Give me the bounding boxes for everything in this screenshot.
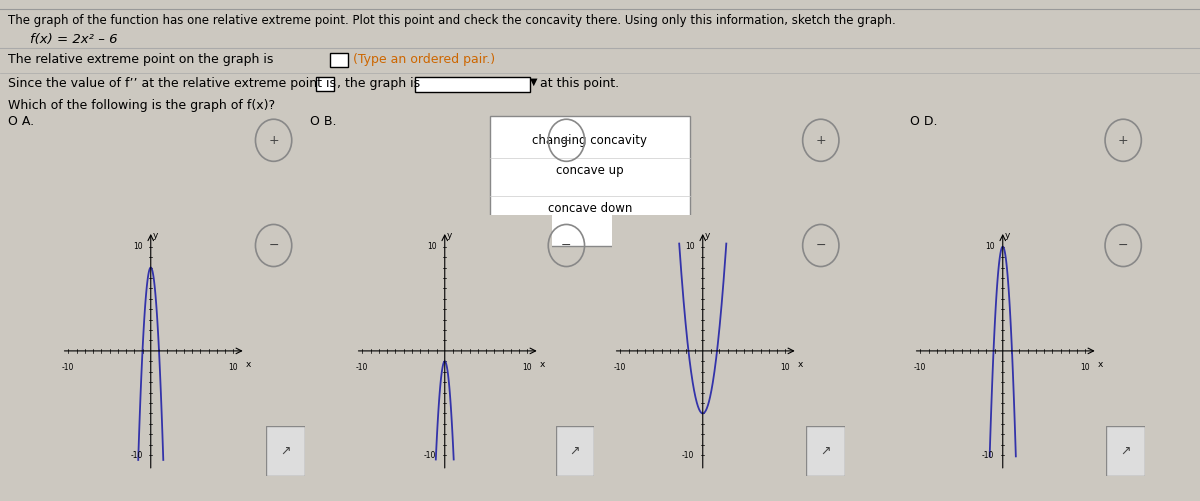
Text: 10: 10 bbox=[985, 242, 995, 251]
FancyBboxPatch shape bbox=[266, 426, 305, 476]
Text: Which of the following is the graph of f(x)?: Which of the following is the graph of f… bbox=[8, 99, 275, 112]
Text: +: + bbox=[269, 134, 278, 147]
Text: y: y bbox=[1006, 231, 1010, 240]
FancyBboxPatch shape bbox=[415, 77, 530, 92]
Text: -10: -10 bbox=[682, 450, 695, 459]
Text: The relative extreme point on the graph is: The relative extreme point on the graph … bbox=[8, 53, 274, 66]
Text: O D.: O D. bbox=[910, 115, 937, 128]
Text: -10: -10 bbox=[62, 363, 74, 372]
Text: -10: -10 bbox=[424, 450, 437, 459]
Text: ↗: ↗ bbox=[281, 444, 290, 457]
Text: -10: -10 bbox=[130, 450, 143, 459]
Text: 10: 10 bbox=[427, 242, 437, 251]
FancyBboxPatch shape bbox=[330, 53, 348, 67]
Text: −: − bbox=[1118, 239, 1128, 252]
Text: O B.: O B. bbox=[310, 115, 336, 128]
Text: +: + bbox=[562, 134, 571, 147]
Text: -10: -10 bbox=[614, 363, 626, 372]
Text: y: y bbox=[154, 231, 158, 240]
FancyBboxPatch shape bbox=[806, 426, 845, 476]
Text: x: x bbox=[798, 360, 803, 369]
Text: x: x bbox=[540, 360, 545, 369]
Text: ▼: ▼ bbox=[530, 77, 538, 87]
FancyBboxPatch shape bbox=[1106, 426, 1145, 476]
Text: ↗: ↗ bbox=[570, 444, 580, 457]
Text: −: − bbox=[816, 239, 826, 252]
Text: concave up: concave up bbox=[556, 164, 624, 177]
Text: x: x bbox=[246, 360, 251, 369]
Text: +: + bbox=[816, 134, 826, 147]
Text: changing concavity: changing concavity bbox=[533, 134, 648, 147]
Text: 10: 10 bbox=[133, 242, 143, 251]
Text: x: x bbox=[1098, 360, 1103, 369]
Text: (Type an ordered pair.): (Type an ordered pair.) bbox=[353, 53, 496, 66]
FancyBboxPatch shape bbox=[316, 77, 334, 91]
Text: 10: 10 bbox=[522, 363, 532, 372]
Text: 10: 10 bbox=[228, 363, 238, 372]
Text: ↗: ↗ bbox=[821, 444, 830, 457]
Text: , the graph is: , the graph is bbox=[337, 77, 420, 90]
Text: y: y bbox=[448, 231, 452, 240]
Text: Since the value of f’’ at the relative extreme point is: Since the value of f’’ at the relative e… bbox=[8, 77, 336, 90]
Text: ↗: ↗ bbox=[1121, 444, 1130, 457]
Text: -10: -10 bbox=[914, 363, 926, 372]
Text: y: y bbox=[706, 231, 710, 240]
FancyBboxPatch shape bbox=[556, 426, 594, 476]
Text: −: − bbox=[269, 239, 278, 252]
Text: 10: 10 bbox=[780, 363, 790, 372]
Text: -10: -10 bbox=[356, 363, 368, 372]
Text: at this point.: at this point. bbox=[540, 77, 619, 90]
Text: -10: -10 bbox=[982, 450, 995, 459]
FancyBboxPatch shape bbox=[490, 116, 690, 246]
Text: concave down: concave down bbox=[548, 202, 632, 215]
Text: 10: 10 bbox=[685, 242, 695, 251]
Text: +: + bbox=[1118, 134, 1128, 147]
Text: −: − bbox=[562, 239, 571, 252]
Text: 10: 10 bbox=[1080, 363, 1090, 372]
Text: f(x) = 2x² – 6: f(x) = 2x² – 6 bbox=[30, 33, 118, 46]
Text: O A.: O A. bbox=[8, 115, 34, 128]
Text: The graph of the function has one relative extreme point. Plot this point and ch: The graph of the function has one relati… bbox=[8, 14, 895, 27]
